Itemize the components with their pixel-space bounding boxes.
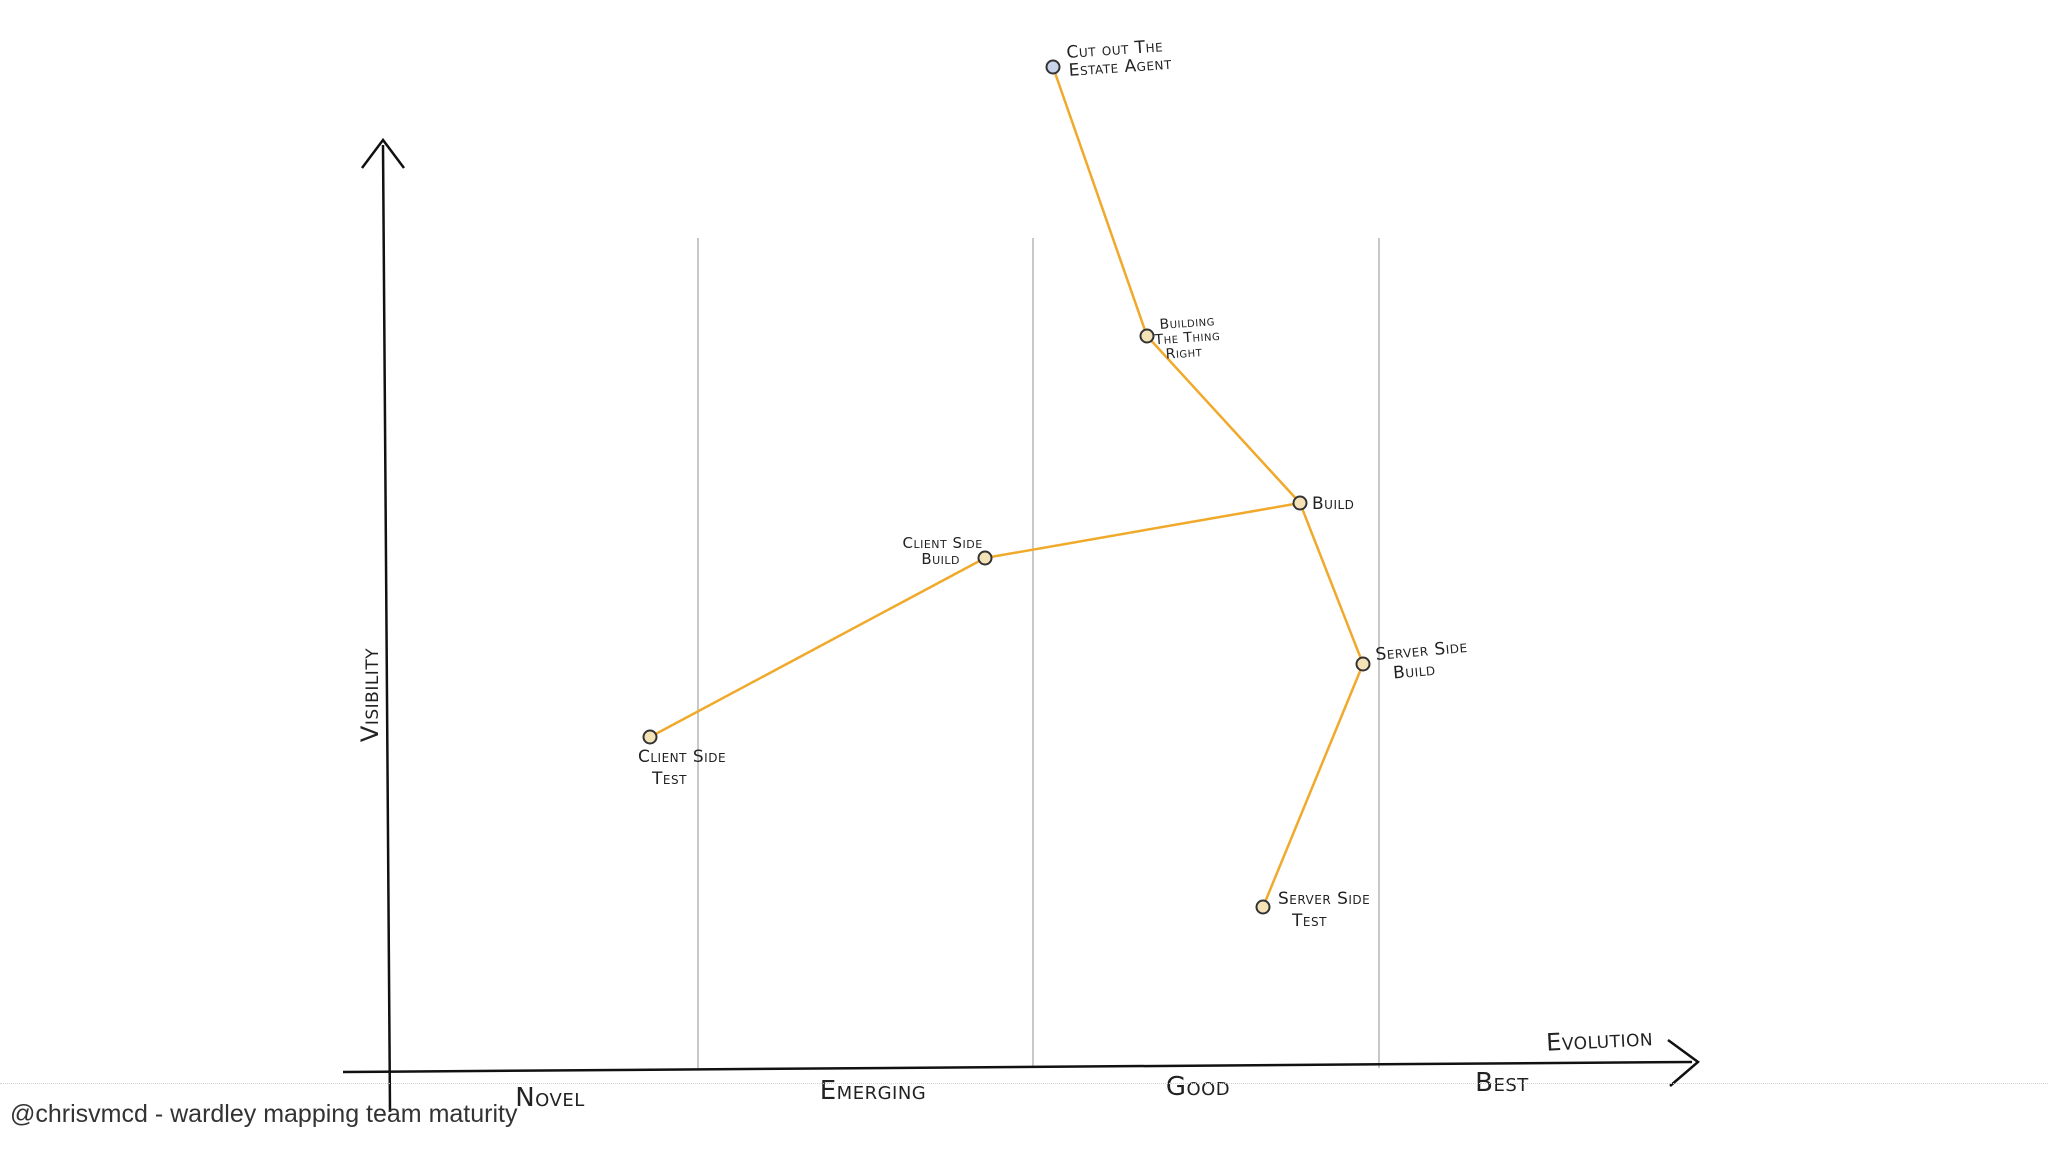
node-anchor-circle	[1045, 59, 1061, 75]
node-label: Server Side Test	[1278, 889, 1376, 931]
node-circle	[1139, 328, 1155, 344]
node-label: Cut out The Estate Agent	[1066, 36, 1173, 81]
node-client-side-test[interactable]: Client Side Test	[638, 729, 732, 790]
node-building-thing-right[interactable]: Building The Thing Right	[1139, 313, 1227, 364]
node-server-side-build[interactable]: Server Side Build	[1355, 637, 1476, 685]
node-circle	[1292, 495, 1308, 511]
footer-credit: @chrisvmcd - wardley mapping team maturi…	[10, 1100, 518, 1128]
link-build-to-client-side-build	[984, 501, 1301, 560]
node-label: Server Side Build	[1375, 637, 1476, 685]
link-server-side-build-to-test	[1261, 663, 1365, 908]
stage-label-emerging: Emerging	[820, 1076, 927, 1106]
node-circle	[1255, 899, 1271, 915]
node-label: Build	[1312, 494, 1354, 514]
x-axis-label: Evolution	[1545, 1023, 1653, 1057]
node-circle	[977, 550, 993, 566]
node-label: Building The Thing Right	[1152, 313, 1227, 364]
x-axis-arrowhead	[1667, 1038, 1701, 1087]
node-circle	[642, 729, 658, 745]
y-axis-arrowhead	[361, 137, 405, 169]
node-cut-out-estate-agent[interactable]: Cut out The Estate Agent	[1045, 36, 1173, 81]
stage-label-novel: Novel	[515, 1083, 585, 1113]
y-axis	[381, 144, 392, 1113]
link-client-side-build-to-test	[649, 556, 986, 739]
node-server-side-test[interactable]: Server Side Test	[1255, 889, 1377, 931]
node-build[interactable]: Build	[1292, 494, 1355, 514]
stage-label-good: Good	[1166, 1072, 1230, 1102]
node-label: Client Side Build	[903, 534, 988, 568]
link-building-to-build	[1146, 335, 1301, 504]
y-axis-label: Visibility	[356, 648, 384, 742]
node-label: Client Side Test	[638, 747, 732, 789]
link-build-to-server-side-build	[1298, 502, 1365, 665]
link-cut-out-to-building	[1051, 66, 1149, 337]
footer-divider	[0, 1083, 2048, 1084]
x-axis	[342, 1060, 1693, 1074]
node-circle	[1355, 656, 1371, 672]
node-client-side-build[interactable]: Client Side Build	[903, 534, 993, 568]
